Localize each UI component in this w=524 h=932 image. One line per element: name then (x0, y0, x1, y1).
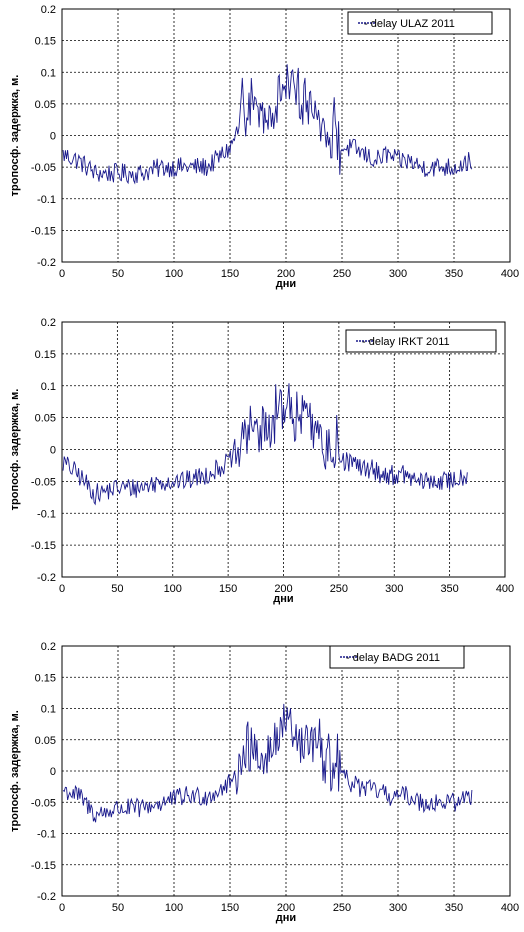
legend-label: - delay ULAZ 2011 (364, 18, 455, 30)
chart-ulaz-svg: 0 50 100 150 200 250 300 350 4000.20.150.10.050-… (9, 4, 519, 290)
chart-badg: 0 50 100 150 200 250 300 350 400 0.2 0.15 0.1 0.05 0-… (0, 632, 524, 932)
chart-ulaz: 0 50 100 150 200 250 300 350 400 0.2 0.15 0.1 0.05 0-… (0, 0, 524, 300)
y-tick-label: 0.2 (41, 641, 56, 653)
legend-label: - delay BADG 2011 (346, 652, 440, 664)
y-tick-label: -0.1 (37, 829, 56, 841)
y-tick-label: -0.1 (37, 508, 56, 520)
x-tick-label: 350 (445, 268, 463, 280)
y-axis-label: тропосф. задержка, м. (9, 75, 21, 197)
x-tick-label: 250 (330, 583, 348, 595)
y-tick-label: 0.1 (41, 67, 56, 79)
y-tick-label: 0.05 (35, 735, 56, 747)
y-tick-label: 0.15 (35, 349, 56, 361)
y-tick-label: -0.2 (37, 257, 56, 269)
legend-box (329, 645, 465, 669)
x-tick-label: 400 (501, 268, 519, 280)
y-tick-label: -0.15 (31, 225, 56, 237)
y-tick-label: -0.15 (31, 540, 56, 552)
x-tick-label: 400 (496, 583, 514, 595)
y-tick-label: -0.1 (37, 194, 56, 206)
legend-box (345, 329, 497, 353)
chart-badg-svg: 0 50 100 150 200 250 300 350 4000.20.150.10.050-… (9, 641, 519, 924)
x-tick-label: 100 (165, 268, 183, 280)
y-tick-label: 0.1 (41, 381, 56, 393)
y-tick-label: 0 (50, 766, 56, 778)
y-tick-label: 0.05 (35, 413, 56, 425)
y-tick-label: -0.05 (31, 797, 56, 809)
y-tick-label: -0.2 (37, 572, 56, 584)
legend-label: - delay IRKT 2011 (362, 336, 450, 348)
x-tick-label: 150 (221, 268, 239, 280)
x-axis-label: дни (276, 278, 296, 290)
x-tick-label: 350 (445, 902, 463, 914)
x-axis-label: дни (276, 912, 296, 924)
y-tick-label: 0.15 (35, 36, 56, 48)
x-tick-label: 150 (219, 583, 237, 595)
y-tick-label: 0.05 (35, 99, 56, 111)
series-line (62, 383, 468, 506)
x-tick-label: 50 (112, 268, 124, 280)
series-line (62, 703, 473, 823)
x-tick-label: 50 (111, 583, 123, 595)
x-tick-label: 300 (389, 902, 407, 914)
y-tick-label: 0 (50, 445, 56, 457)
x-tick-label: 250 (333, 902, 351, 914)
x-tick-label: 200 (277, 902, 295, 914)
y-axis-label: тропосф. задержка, м. (9, 389, 21, 511)
x-tick-label: 350 (440, 583, 458, 595)
chart-irkt-svg: 0 50 100 150 200 250 300 350 4000.20.150.10.050-… (9, 317, 514, 605)
x-tick-label: 100 (165, 902, 183, 914)
legend-box (347, 11, 493, 35)
y-tick-label: -0.15 (31, 860, 56, 872)
y-tick-label: 0.2 (41, 4, 56, 16)
x-tick-label: 200 (274, 583, 292, 595)
y-tick-label: -0.05 (31, 476, 56, 488)
x-axis-label: дни (273, 593, 293, 605)
x-tick-label: 100 (164, 583, 182, 595)
y-tick-label: 0.15 (35, 672, 56, 684)
y-axis-label: тропосф. задержка, м. (9, 710, 21, 832)
y-tick-label: -0.05 (31, 162, 56, 174)
x-tick-label: 50 (112, 902, 124, 914)
x-tick-label: 200 (277, 268, 295, 280)
y-tick-label: 0.2 (41, 317, 56, 329)
x-tick-label: 150 (221, 902, 239, 914)
x-tick-label: 0 (59, 583, 65, 595)
series-line (62, 64, 473, 185)
x-tick-label: 0 (59, 902, 65, 914)
x-tick-label: 400 (501, 902, 519, 914)
x-tick-label: 300 (389, 268, 407, 280)
y-tick-label: 0 (50, 131, 56, 143)
y-tick-label: -0.2 (37, 891, 56, 903)
x-tick-label: 300 (385, 583, 403, 595)
x-tick-label: 0 (59, 268, 65, 280)
y-tick-label: 0.1 (41, 704, 56, 716)
chart-irkt: 0 50 100 150 200 250 300 350 400 0.2 0.15 0.1 0.05 0-… (0, 312, 524, 612)
x-tick-label: 250 (333, 268, 351, 280)
